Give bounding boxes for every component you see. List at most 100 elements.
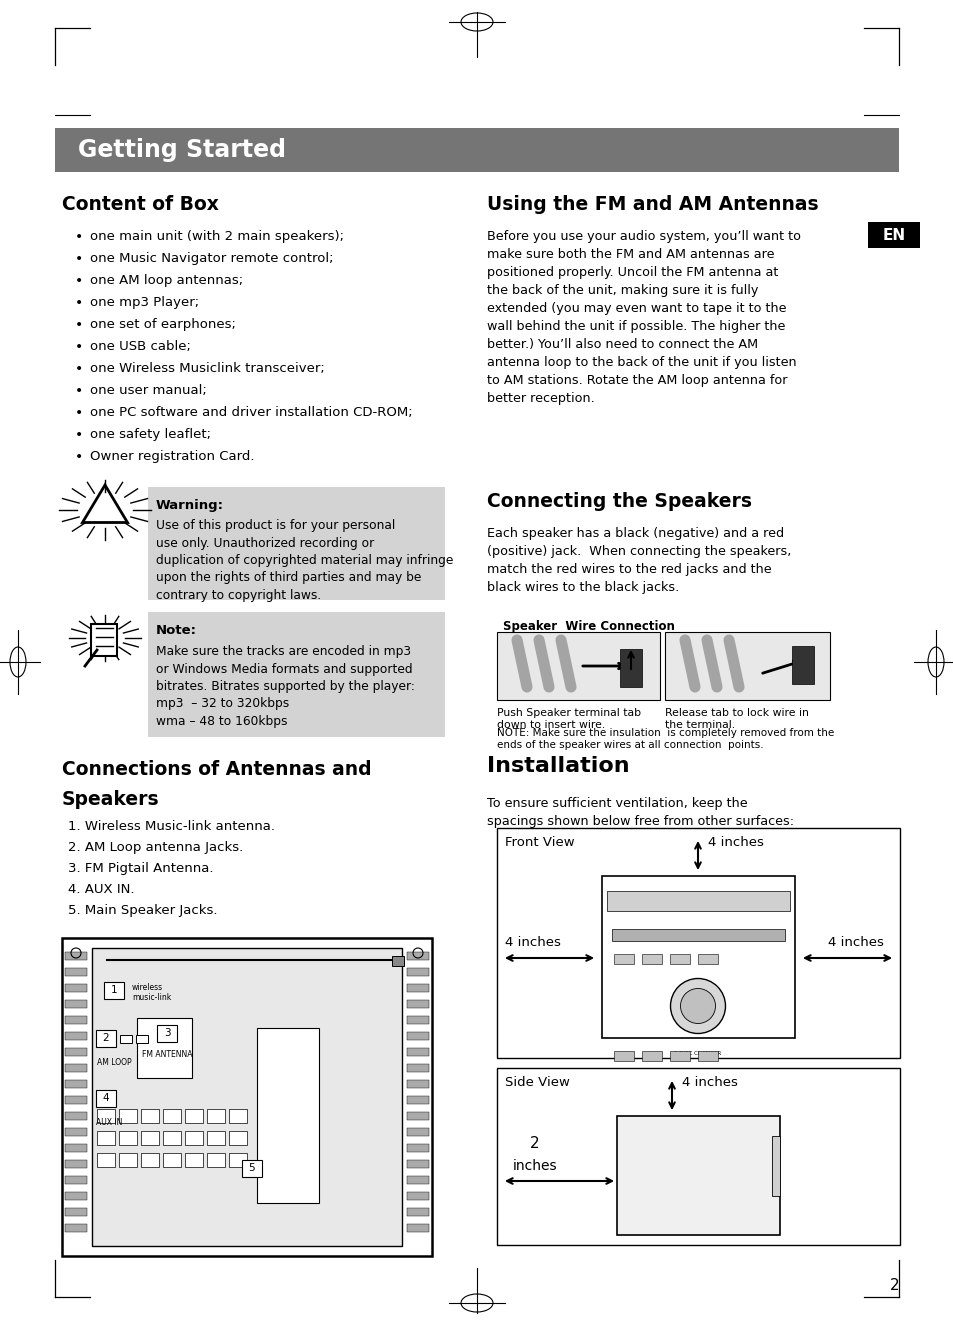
Bar	[65, 1016, 87, 1024]
Bar	[96, 1089, 116, 1106]
Text: •: •	[75, 362, 83, 376]
Bar	[229, 1109, 247, 1124]
Bar	[65, 951, 87, 961]
Bar	[185, 1132, 203, 1145]
Bar	[65, 1177, 87, 1185]
Text: Connections of Antennas and: Connections of Antennas and	[62, 761, 372, 779]
Bar	[97, 1153, 115, 1167]
Bar	[65, 1080, 87, 1088]
Bar	[497, 1068, 899, 1246]
Text: one Wireless Musiclink transceiver;: one Wireless Musiclink transceiver;	[90, 362, 324, 375]
Text: one safety leaflet;: one safety leaflet;	[90, 428, 211, 441]
Text: Make sure the tracks are encoded in mp3
or Windows Media formats and supported
b: Make sure the tracks are encoded in mp3 …	[156, 645, 415, 727]
Bar	[65, 969, 87, 977]
Bar	[141, 1109, 159, 1124]
Bar	[617, 1116, 780, 1235]
Bar	[65, 1192, 87, 1200]
Bar	[407, 1080, 429, 1088]
Text: Speaker  Wire Connection: Speaker Wire Connection	[502, 620, 674, 633]
Bar	[65, 1032, 87, 1040]
Text: •: •	[75, 295, 83, 310]
Text: •: •	[75, 341, 83, 354]
Text: one user manual;: one user manual;	[90, 384, 207, 398]
Bar	[163, 1153, 181, 1167]
Bar	[141, 1153, 159, 1167]
Bar	[407, 1177, 429, 1185]
Text: 4: 4	[103, 1093, 110, 1102]
Bar	[497, 828, 899, 1057]
Text: To ensure sufficient ventilation, keep the
spacings shown below free from other : To ensure sufficient ventilation, keep t…	[486, 798, 793, 828]
Bar	[65, 1048, 87, 1056]
Bar	[91, 624, 117, 656]
Bar	[119, 1132, 137, 1145]
Bar	[242, 1159, 262, 1177]
Text: 2: 2	[889, 1277, 899, 1292]
Text: 3: 3	[164, 1028, 171, 1037]
Bar	[606, 890, 789, 912]
Bar	[119, 1109, 137, 1124]
Bar	[407, 1096, 429, 1104]
Text: wireless
music-link: wireless music-link	[132, 983, 172, 1003]
Bar	[867, 223, 919, 248]
Bar	[641, 1051, 661, 1061]
Bar	[256, 1028, 318, 1203]
Text: 5 DISC CHANGER: 5 DISC CHANGER	[674, 1051, 720, 1056]
Bar	[65, 1112, 87, 1120]
Bar	[104, 982, 124, 999]
Text: Side View: Side View	[504, 1076, 569, 1089]
Text: •: •	[75, 428, 83, 443]
Bar	[407, 1064, 429, 1072]
Text: one AM loop antennas;: one AM loop antennas;	[90, 274, 243, 288]
Bar	[229, 1153, 247, 1167]
Bar	[407, 1143, 429, 1151]
Bar	[407, 1048, 429, 1056]
Bar	[163, 1132, 181, 1145]
Bar	[136, 1035, 148, 1043]
Text: 4 inches: 4 inches	[827, 937, 882, 950]
Text: 3. FM Pigtail Antenna.: 3. FM Pigtail Antenna.	[68, 863, 213, 874]
Text: FM ANTENNA: FM ANTENNA	[142, 1049, 193, 1059]
Bar	[120, 1035, 132, 1043]
Bar	[407, 1224, 429, 1232]
Bar	[65, 1096, 87, 1104]
Text: AM LOOP: AM LOOP	[97, 1057, 132, 1067]
Bar	[97, 1109, 115, 1124]
Text: one mp3 Player;: one mp3 Player;	[90, 295, 199, 309]
Text: Speakers: Speakers	[62, 790, 159, 810]
Bar	[157, 1024, 177, 1041]
Bar	[185, 1109, 203, 1124]
Text: 5. Main Speaker Jacks.: 5. Main Speaker Jacks.	[68, 904, 217, 917]
Bar	[407, 1016, 429, 1024]
Text: 1. Wireless Music-link antenna.: 1. Wireless Music-link antenna.	[68, 820, 274, 833]
Text: •: •	[75, 231, 83, 244]
Text: 4. AUX IN.: 4. AUX IN.	[68, 882, 134, 896]
Text: one Music Navigator remote control;: one Music Navigator remote control;	[90, 252, 334, 265]
Text: 4 inches: 4 inches	[681, 1076, 737, 1089]
Bar	[641, 954, 661, 965]
Bar	[614, 1051, 634, 1061]
Bar	[601, 876, 794, 1037]
Text: inches: inches	[512, 1159, 557, 1173]
Text: one set of earphones;: one set of earphones;	[90, 318, 235, 331]
Text: one main unit (with 2 main speakers);: one main unit (with 2 main speakers);	[90, 231, 344, 242]
Text: 4 inches: 4 inches	[707, 836, 763, 849]
Text: Each speaker has a black (negative) and a red
(positive) jack.  When connecting : Each speaker has a black (negative) and …	[486, 527, 791, 594]
Text: 5: 5	[249, 1163, 255, 1173]
Text: EN: EN	[882, 228, 904, 242]
Text: •: •	[75, 451, 83, 464]
Bar	[62, 938, 432, 1256]
Bar	[65, 1159, 87, 1169]
Bar	[229, 1132, 247, 1145]
Bar	[96, 1030, 116, 1047]
Bar	[791, 647, 813, 684]
Bar	[407, 969, 429, 977]
Bar	[55, 129, 898, 172]
Text: Installation: Installation	[486, 757, 629, 776]
Text: 2: 2	[530, 1137, 539, 1151]
Text: Getting Started: Getting Started	[78, 138, 286, 162]
Bar	[407, 1192, 429, 1200]
Bar	[407, 984, 429, 992]
Bar	[407, 1032, 429, 1040]
Text: Release tab to lock wire in
the terminal.: Release tab to lock wire in the terminal…	[664, 708, 808, 730]
Bar	[65, 1224, 87, 1232]
